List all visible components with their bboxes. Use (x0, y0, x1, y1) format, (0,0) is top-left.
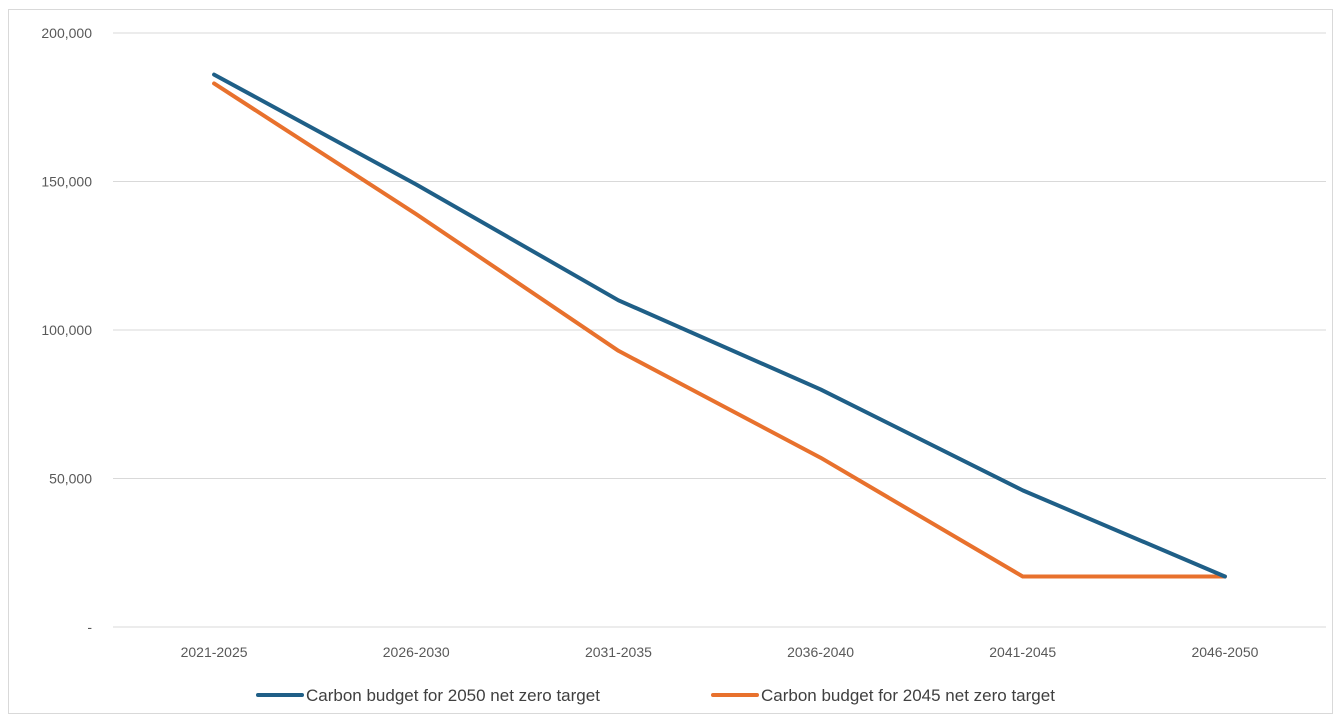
x-tick-label: 2026-2030 (383, 644, 450, 660)
x-tick-label: 2021-2025 (181, 644, 248, 660)
y-tick-label: 200,000 (41, 25, 92, 41)
chart-frame (8, 9, 1333, 714)
x-axis-ticks: 2021-2025 2026-2030 2031-2035 2036-2040 2041… (181, 644, 1259, 660)
x-tick-label: 2041-2045 (989, 644, 1056, 660)
legend-label: Carbon budget for 2045 net zero target (761, 686, 1055, 705)
legend-label: Carbon budget for 2050 net zero target (306, 686, 600, 705)
y-tick-label: 100,000 (41, 322, 92, 338)
x-tick-label: 2046-2050 (1191, 644, 1258, 660)
series-line-1 (212, 81, 1227, 579)
y-tick-label: 150,000 (41, 174, 92, 190)
y-tick-label: - (87, 619, 92, 635)
legend: Carbon budget for 2050 net zero target Ca… (256, 686, 1055, 705)
y-axis-ticks: - 50,000 100,000 150,000 200,000 (41, 25, 92, 635)
x-tick-label: 2031-2035 (585, 644, 652, 660)
series-lines (212, 72, 1227, 579)
y-tick-label: 50,000 (49, 471, 92, 487)
gridlines (113, 32, 1326, 628)
x-tick-label: 2036-2040 (787, 644, 854, 660)
series-line-0 (212, 72, 1227, 579)
